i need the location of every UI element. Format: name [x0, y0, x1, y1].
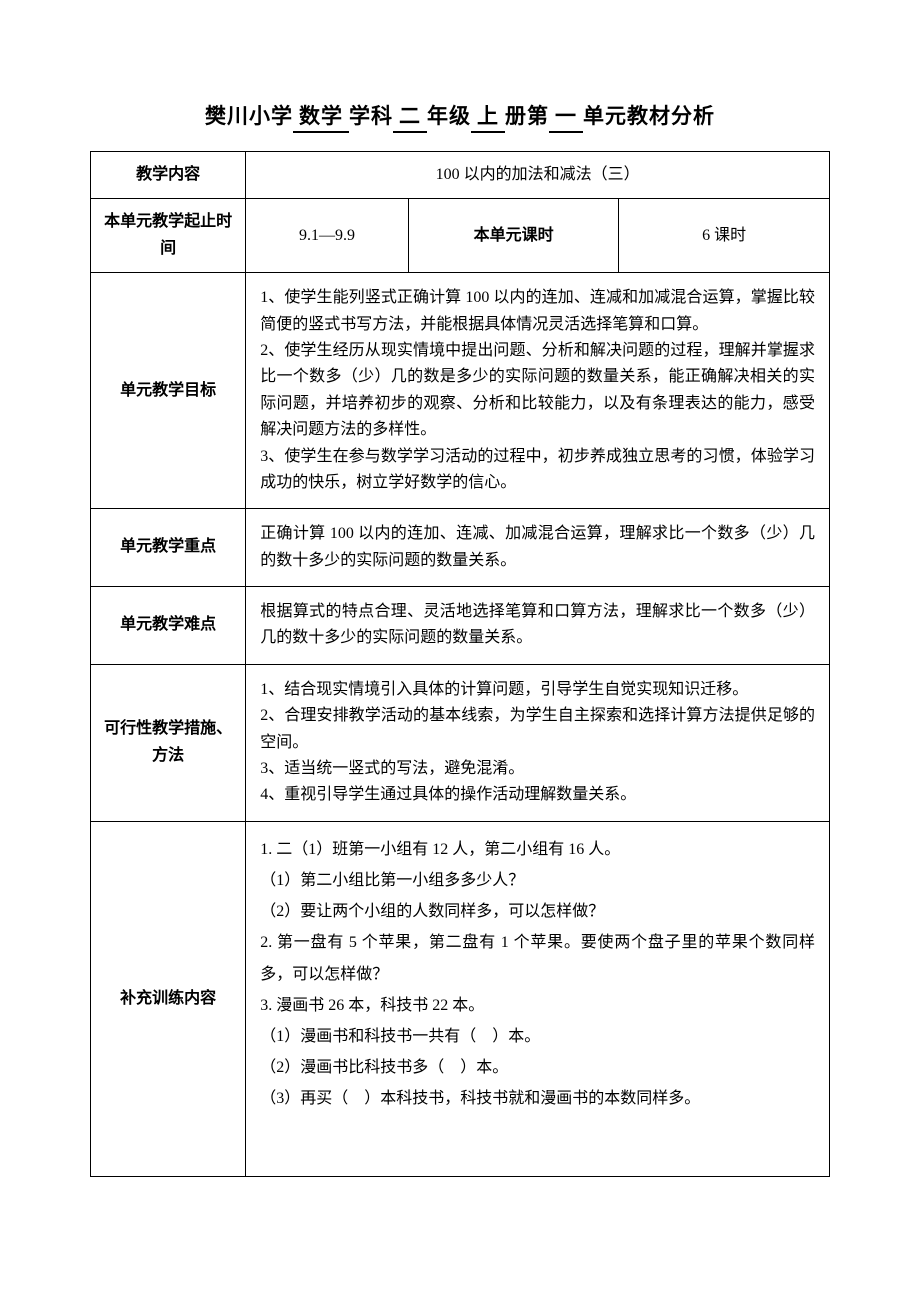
- goal-line: 2、使学生经历从现实情境中提出问题、分析和解决问题的过程，理解并掌握求比一个数多…: [260, 338, 815, 444]
- value-difficulty: 根据算式的特点合理、灵活地选择笔算和口算方法，理解求比一个数多（少）几的数十多少…: [246, 587, 830, 665]
- label-schedule: 本单元教学起止时间: [91, 199, 246, 273]
- supplement-line: （2）漫画书比科技书多（ ）本。: [260, 1052, 815, 1083]
- value-period: 6 课时: [619, 199, 830, 273]
- value-teaching-content: 100 以内的加法和减法（三）: [246, 152, 830, 199]
- row-difficulty: 单元教学难点 根据算式的特点合理、灵活地选择笔算和口算方法，理解求比一个数多（少…: [91, 587, 830, 665]
- goal-line: 3、使学生在参与数学学习活动的过程中，初步养成独立思考的习惯，体验学习成功的快乐…: [260, 444, 815, 497]
- supplement-line: 1. 二（1）班第一小组有 12 人，第二小组有 16 人。: [260, 834, 815, 865]
- title-grade: 二: [393, 100, 427, 133]
- value-schedule-date: 9.1—9.9: [246, 199, 409, 273]
- label-period: 本单元课时: [408, 199, 619, 273]
- method-line: 3、适当统一竖式的写法，避免混淆。: [260, 756, 815, 782]
- label-supplement: 补充训练内容: [91, 821, 246, 1176]
- title-unit: 一: [549, 100, 583, 133]
- supplement-line: （1）漫画书和科技书一共有（ ）本。: [260, 1021, 815, 1052]
- supplement-line: （3）再买（ ）本科技书，科技书就和漫画书的本数同样多。: [260, 1083, 815, 1114]
- row-keypoint: 单元教学重点 正确计算 100 以内的连加、连减、加减混合运算，理解求比一个数多…: [91, 509, 830, 587]
- goal-line: 1、使学生能列竖式正确计算 100 以内的连加、连减和加减混合运算，掌握比较简便…: [260, 285, 815, 338]
- method-line: 4、重视引导学生通过具体的操作活动理解数量关系。: [260, 782, 815, 808]
- label-methods: 可行性教学措施、方法: [91, 664, 246, 821]
- supplement-line: （2）要让两个小组的人数同样多，可以怎样做？: [260, 896, 815, 927]
- document-page: 樊川小学数学学科二年级上册第一单元教材分析 教学内容 100 以内的加法和减法（…: [0, 0, 920, 1237]
- title-subject: 数学: [293, 100, 349, 133]
- label-keypoint: 单元教学重点: [91, 509, 246, 587]
- supplement-line: 2. 第一盘有 5 个苹果，第二盘有 1 个苹果。要使两个盘子里的苹果个数同样多…: [260, 927, 815, 989]
- label-teaching-content: 教学内容: [91, 152, 246, 199]
- title-school: 樊川小学: [205, 104, 293, 128]
- row-schedule: 本单元教学起止时间 9.1—9.9 本单元课时 6 课时: [91, 199, 830, 273]
- row-teaching-content: 教学内容 100 以内的加法和减法（三）: [91, 152, 830, 199]
- title-unit-suffix: 单元教材分析: [583, 104, 715, 128]
- supplement-line: 3. 漫画书 26 本，科技书 22 本。: [260, 990, 815, 1021]
- label-difficulty: 单元教学难点: [91, 587, 246, 665]
- method-line: 1、结合现实情境引入具体的计算问题，引导学生自觉实现知识迁移。: [260, 677, 815, 703]
- value-supplement: 1. 二（1）班第一小组有 12 人，第二小组有 16 人。 （1）第二小组比第…: [246, 821, 830, 1176]
- label-goals: 单元教学目标: [91, 273, 246, 509]
- value-goals: 1、使学生能列竖式正确计算 100 以内的连加、连减和加减混合运算，掌握比较简便…: [246, 273, 830, 509]
- supplement-line: （1）第二小组比第一小组多多少人？: [260, 865, 815, 896]
- title-volume: 上: [471, 100, 505, 133]
- title-volume-suffix: 册第: [505, 104, 549, 128]
- title-subject-suffix: 学科: [349, 104, 393, 128]
- analysis-table: 教学内容 100 以内的加法和减法（三） 本单元教学起止时间 9.1—9.9 本…: [90, 151, 830, 1177]
- value-methods: 1、结合现实情境引入具体的计算问题，引导学生自觉实现知识迁移。 2、合理安排教学…: [246, 664, 830, 821]
- row-goals: 单元教学目标 1、使学生能列竖式正确计算 100 以内的连加、连减和加减混合运算…: [91, 273, 830, 509]
- method-line: 2、合理安排教学活动的基本线索，为学生自主探索和选择计算方法提供足够的空间。: [260, 703, 815, 756]
- row-supplement: 补充训练内容 1. 二（1）班第一小组有 12 人，第二小组有 16 人。 （1…: [91, 821, 830, 1176]
- document-title: 樊川小学数学学科二年级上册第一单元教材分析: [90, 100, 830, 133]
- value-keypoint: 正确计算 100 以内的连加、连减、加减混合运算，理解求比一个数多（少）几的数十…: [246, 509, 830, 587]
- title-grade-suffix: 年级: [427, 104, 471, 128]
- row-methods: 可行性教学措施、方法 1、结合现实情境引入具体的计算问题，引导学生自觉实现知识迁…: [91, 664, 830, 821]
